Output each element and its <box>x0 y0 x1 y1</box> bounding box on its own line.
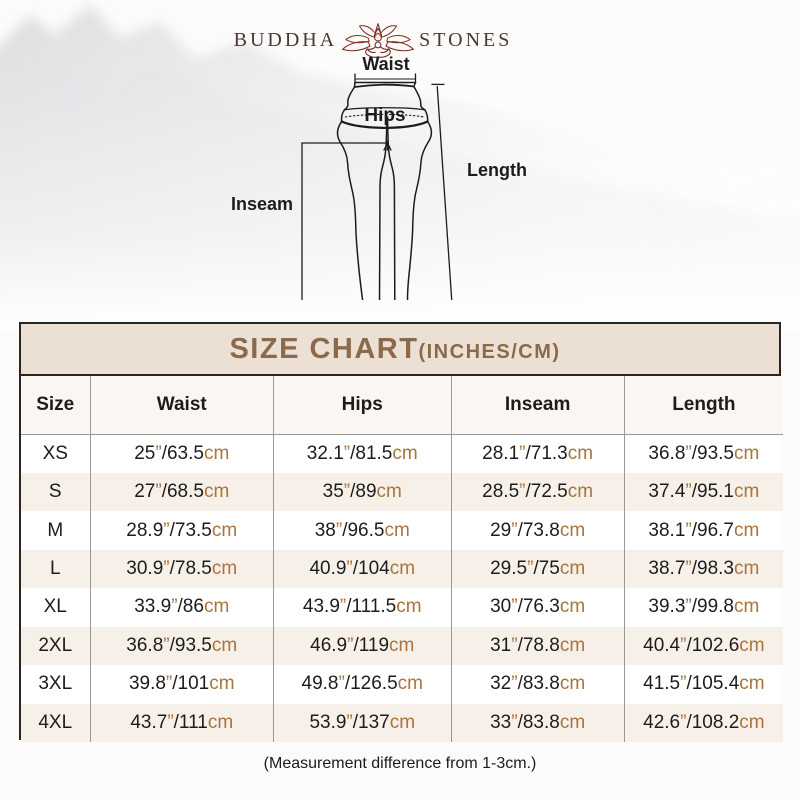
svg-text:Waist: Waist <box>362 54 409 74</box>
svg-text:Length: Length <box>467 160 527 180</box>
svg-text:Inseam: Inseam <box>231 194 293 214</box>
svg-text:Hips: Hips <box>364 105 405 126</box>
